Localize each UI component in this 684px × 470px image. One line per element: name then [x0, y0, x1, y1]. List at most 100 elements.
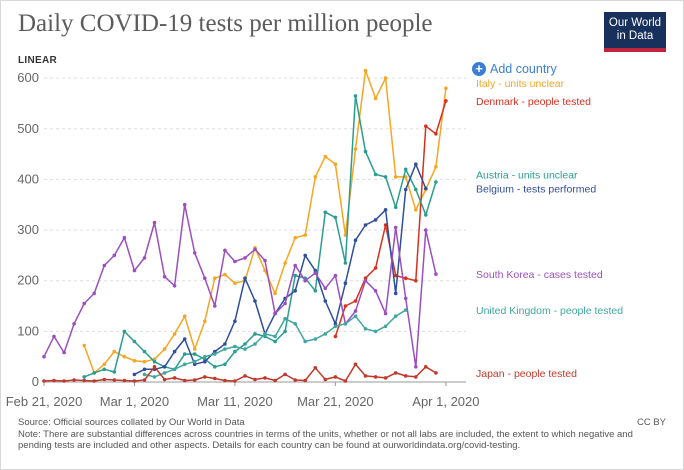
data-point — [223, 342, 227, 346]
data-point — [363, 68, 368, 73]
data-point — [353, 238, 358, 242]
owid-logo[interactable]: Our World in Data — [604, 12, 666, 50]
data-point — [313, 271, 318, 275]
data-point — [444, 99, 448, 103]
data-point — [203, 375, 207, 379]
y-tick-label: 100 — [17, 323, 39, 338]
data-point — [233, 379, 237, 383]
data-point — [343, 281, 348, 286]
data-point — [323, 332, 328, 336]
series-label: Italy - units unclear — [476, 78, 565, 90]
data-point — [283, 316, 287, 321]
data-point — [363, 374, 368, 378]
data-point — [414, 208, 418, 212]
data-point — [42, 379, 46, 383]
chart-title: Daily COVID-19 tests per million people — [18, 10, 433, 37]
series-label: Belgium - tests performed — [476, 184, 596, 196]
data-point — [373, 266, 378, 270]
data-point — [122, 235, 127, 240]
y-tick-label: 200 — [17, 273, 39, 288]
data-point — [393, 314, 398, 319]
data-point — [213, 349, 217, 354]
plus-icon: + — [472, 62, 486, 76]
data-point — [172, 367, 177, 372]
data-point — [363, 327, 368, 331]
data-point — [172, 284, 177, 288]
data-point — [172, 349, 177, 354]
data-point — [323, 299, 328, 303]
data-point — [403, 308, 408, 312]
data-point — [52, 334, 56, 339]
data-point — [313, 268, 318, 273]
data-point — [343, 322, 348, 326]
series-label: United Kingdom - people tested — [476, 305, 623, 317]
data-point — [162, 347, 167, 351]
data-point — [303, 233, 308, 237]
data-point — [293, 273, 298, 278]
data-point — [393, 291, 398, 296]
data-point — [203, 359, 207, 364]
data-point — [333, 324, 338, 329]
data-point — [122, 329, 127, 334]
data-point — [313, 175, 318, 179]
data-point — [162, 365, 167, 369]
add-country-button[interactable]: + Add country — [472, 62, 557, 76]
data-point — [233, 349, 237, 354]
data-point — [383, 311, 388, 316]
data-point — [142, 372, 147, 377]
data-point — [223, 362, 227, 367]
data-point — [132, 268, 137, 273]
series-label: Japan - people tested — [476, 368, 577, 380]
data-point — [333, 215, 338, 220]
data-point — [112, 253, 117, 258]
data-point — [263, 376, 267, 380]
series-label: Austria - units unclear — [476, 169, 578, 181]
data-point — [403, 374, 408, 378]
data-point — [172, 376, 177, 380]
data-point — [403, 276, 408, 281]
data-point — [444, 86, 448, 91]
data-point — [313, 366, 318, 370]
data-point — [414, 162, 418, 166]
data-point — [373, 289, 378, 293]
data-point — [303, 253, 308, 258]
data-point — [102, 263, 107, 268]
data-point — [383, 324, 388, 329]
data-point — [162, 371, 167, 375]
data-point — [353, 299, 358, 303]
data-point — [373, 375, 378, 379]
data-point — [182, 314, 187, 319]
data-point — [192, 362, 197, 367]
data-point — [353, 94, 358, 98]
data-point — [213, 276, 217, 281]
x-tick-label: Mar 21, 2020 — [297, 394, 374, 409]
data-point — [82, 343, 86, 348]
data-point — [253, 247, 257, 252]
data-point — [102, 362, 107, 367]
data-point — [192, 251, 197, 255]
data-point — [313, 289, 318, 293]
data-point — [373, 172, 378, 177]
data-point — [82, 375, 86, 379]
data-point — [373, 218, 378, 222]
data-point — [223, 248, 227, 253]
data-point — [383, 76, 388, 80]
data-point — [253, 332, 257, 336]
data-point — [434, 272, 438, 276]
data-point — [434, 165, 438, 169]
data-point — [383, 175, 388, 179]
data-point — [152, 365, 157, 369]
data-point — [243, 342, 247, 346]
data-point — [363, 276, 368, 281]
data-point — [92, 291, 96, 296]
data-point — [112, 378, 117, 382]
data-point — [243, 347, 247, 351]
data-point — [434, 132, 438, 136]
data-point — [293, 378, 298, 382]
scale-toggle[interactable]: LINEAR — [18, 55, 58, 66]
data-point — [333, 273, 338, 278]
data-point — [182, 378, 187, 383]
data-point — [273, 339, 277, 344]
series-label: South Korea - cases tested — [476, 269, 603, 281]
